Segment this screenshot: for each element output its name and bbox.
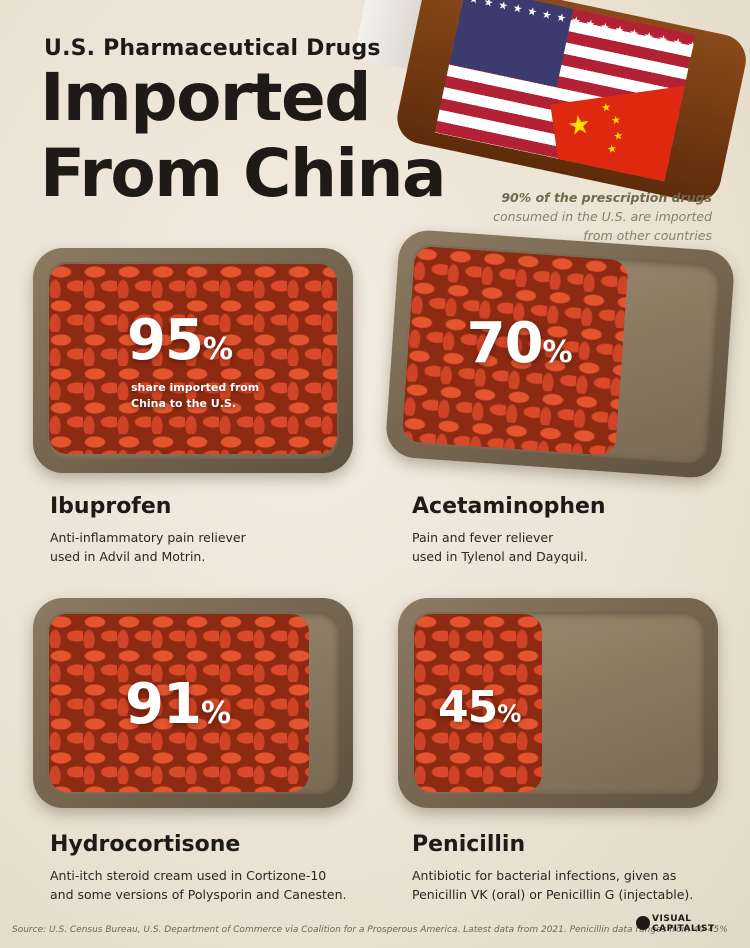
share-caption: share imported from China to the U.S. xyxy=(131,381,260,410)
drug-description: Antibiotic for bacterial infections, giv… xyxy=(412,868,694,902)
drug-name: Penicillin xyxy=(412,832,526,857)
drug-description: Anti-itch steroid cream used in Cortizon… xyxy=(50,868,347,902)
pill-fill-bar xyxy=(414,614,542,792)
percent-value: 70 xyxy=(466,311,543,377)
tray-hydrocortisone: 91% xyxy=(33,598,353,808)
visual-capitalist-logo-icon xyxy=(636,916,650,930)
title-line-2: From China xyxy=(40,135,447,212)
kicker-title: U.S. Pharmaceutical Drugs xyxy=(44,36,381,61)
drug-description: Anti-inflammatory pain reliever used in … xyxy=(50,530,246,564)
callout-bold: 90% of the prescription drugs xyxy=(501,190,712,205)
callout-line-3: from other countries xyxy=(583,228,712,243)
percent-value: 91 xyxy=(125,672,202,737)
tray-acetaminophen: 70% xyxy=(384,228,736,480)
percent-value: 45 xyxy=(438,682,498,733)
title-line-1: Imported xyxy=(40,59,372,136)
drug-name: Acetaminophen xyxy=(412,494,606,519)
drug-name: Hydrocortisone xyxy=(50,832,241,857)
callout-line-2: consumed in the U.S. are imported xyxy=(493,209,712,224)
percent-label: 45% xyxy=(438,682,521,733)
tray-ibuprofen: 95% share imported from China to the U.S… xyxy=(33,248,353,473)
pill-fill-bar xyxy=(49,264,337,454)
percent-value: 95 xyxy=(127,308,204,373)
page-title: Imported From China xyxy=(40,59,447,212)
percent-label: 95% xyxy=(127,308,233,373)
percent-label: 91% xyxy=(125,672,231,737)
tray-penicillin: 45% xyxy=(398,598,718,808)
source-note: Source: U.S. Census Bureau, U.S. Departm… xyxy=(12,925,728,935)
pill-fill-bar xyxy=(49,614,309,792)
drug-name: Ibuprofen xyxy=(50,494,172,519)
drug-description: Pain and fever reliever used in Tylenol … xyxy=(412,530,588,564)
callout-text: 90% of the prescription drugs consumed i… xyxy=(492,188,712,245)
brand-logo[interactable]: VISUAL CAPITALIST xyxy=(652,914,715,934)
percent-label: 70% xyxy=(466,311,572,377)
